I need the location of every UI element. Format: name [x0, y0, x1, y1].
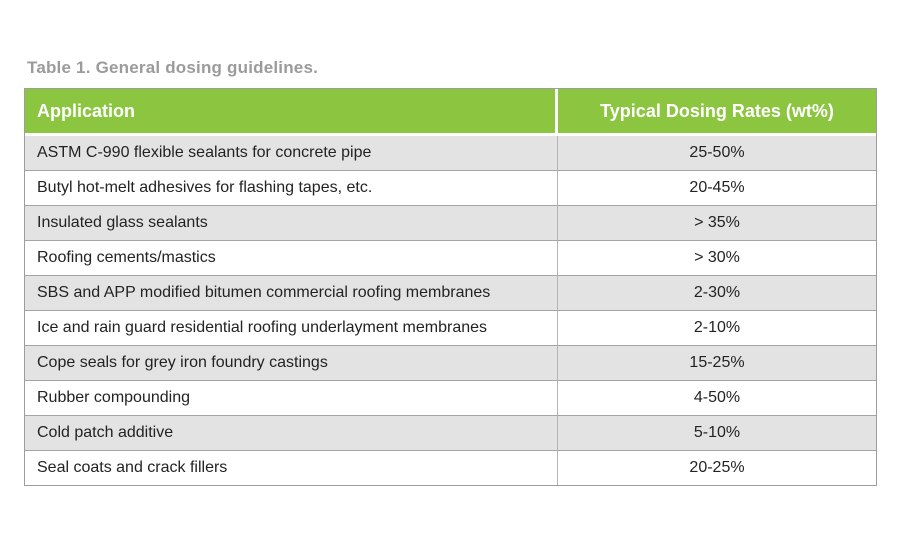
column-header-application: Application	[25, 89, 558, 133]
application-cell: Insulated glass sealants	[25, 206, 558, 240]
table-caption: Table 1. General dosing guidelines.	[27, 58, 319, 77]
application-cell: Butyl hot-melt adhesives for flashing ta…	[25, 171, 558, 205]
table-row: Cold patch additive 5-10%	[25, 415, 876, 450]
application-cell: Ice and rain guard residential roofing u…	[25, 311, 558, 345]
table-row: Insulated glass sealants > 35%	[25, 205, 876, 240]
table-row: SBS and APP modified bitumen commercial …	[25, 275, 876, 310]
table-row: ASTM C-990 flexible sealants for concret…	[25, 136, 876, 170]
rate-cell: 20-45%	[558, 171, 876, 205]
rate-cell: 20-25%	[558, 451, 876, 485]
table-header-row: Application Typical Dosing Rates (wt%)	[25, 89, 876, 136]
rate-cell: 25-50%	[558, 136, 876, 170]
rate-cell: > 30%	[558, 241, 876, 275]
rate-cell: 2-30%	[558, 276, 876, 310]
table-row: Seal coats and crack fillers 20-25%	[25, 450, 876, 485]
dosing-guidelines-table: Application Typical Dosing Rates (wt%) A…	[24, 88, 877, 486]
application-cell: Cold patch additive	[25, 416, 558, 450]
rate-cell: 4-50%	[558, 381, 876, 415]
rate-cell: 5-10%	[558, 416, 876, 450]
table-row: Ice and rain guard residential roofing u…	[25, 310, 876, 345]
application-cell: Cope seals for grey iron foundry casting…	[25, 346, 558, 380]
application-cell: Roofing cements/mastics	[25, 241, 558, 275]
application-cell: SBS and APP modified bitumen commercial …	[25, 276, 558, 310]
table-row: Roofing cements/mastics > 30%	[25, 240, 876, 275]
rate-cell: 15-25%	[558, 346, 876, 380]
table-row: Butyl hot-melt adhesives for flashing ta…	[25, 170, 876, 205]
rate-cell: 2-10%	[558, 311, 876, 345]
application-cell: Rubber compounding	[25, 381, 558, 415]
column-header-dosing-rates: Typical Dosing Rates (wt%)	[558, 89, 876, 133]
table-row: Cope seals for grey iron foundry casting…	[25, 345, 876, 380]
rate-cell: > 35%	[558, 206, 876, 240]
application-cell: ASTM C-990 flexible sealants for concret…	[25, 136, 558, 170]
application-cell: Seal coats and crack fillers	[25, 451, 558, 485]
table-row: Rubber compounding 4-50%	[25, 380, 876, 415]
